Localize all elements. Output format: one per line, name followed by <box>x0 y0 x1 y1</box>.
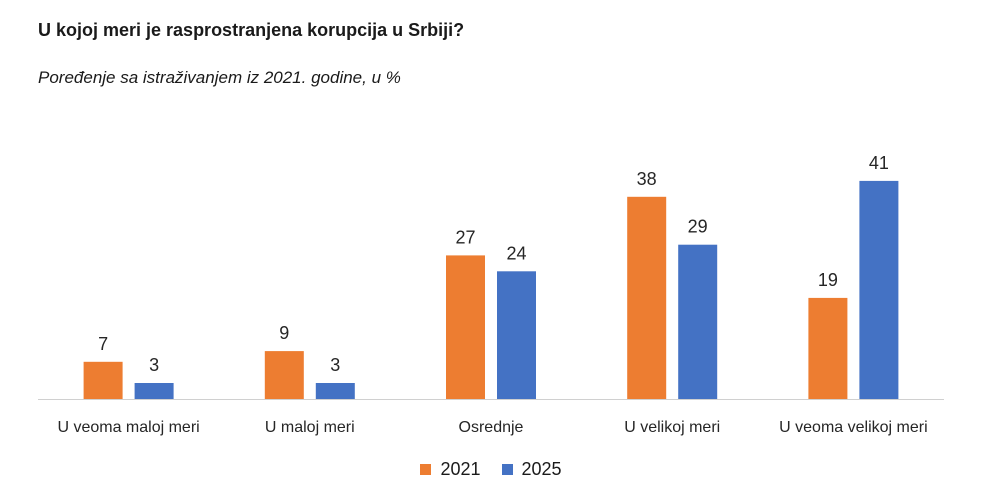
bar-2025-u-velikoj-meri <box>678 244 718 399</box>
legend: 2021 2025 <box>0 459 982 480</box>
bar-2021-osrednje <box>446 255 485 399</box>
value-label-2021-osrednje: 27 <box>455 227 475 247</box>
bar-2025-osrednje <box>497 271 536 399</box>
bar-2021-u-veoma-maloj-meri <box>83 361 123 399</box>
category-label-u-velikoj-meri: U velikoj meri <box>624 419 720 436</box>
value-labels-group: 7 3 9 3 27 24 38 29 19 41 <box>98 153 889 375</box>
legend-item-2021: 2021 <box>420 459 480 480</box>
legend-label-2025: 2025 <box>521 459 562 479</box>
value-label-2025-u-maloj-meri: 3 <box>330 355 340 375</box>
value-label-2025-u-veoma-maloj-meri: 3 <box>149 355 159 375</box>
bars-group <box>83 180 899 399</box>
legend-swatch-2021 <box>420 464 432 475</box>
bar-2025-u-veoma-maloj-meri <box>134 383 174 399</box>
value-label-2021-u-maloj-meri: 9 <box>279 323 289 343</box>
chart-subtitle: Poređenje sa istraživanjem iz 2021. godi… <box>38 68 401 87</box>
value-label-2025-osrednje: 24 <box>506 243 526 263</box>
bar-2021-u-veoma-velikoj-meri <box>808 297 848 399</box>
bar-2025-u-maloj-meri <box>315 383 355 399</box>
category-label-osrednje: Osrednje <box>459 419 524 436</box>
legend-swatch-2025 <box>501 464 513 475</box>
bar-2025-u-veoma-velikoj-meri <box>859 180 899 399</box>
chart-title: U kojoj meri je rasprostranjena korupcij… <box>38 20 465 40</box>
value-label-2021-u-veoma-velikoj-meri: 19 <box>818 270 838 290</box>
value-label-2021-u-veoma-maloj-meri: 7 <box>98 334 108 354</box>
category-label-u-veoma-velikoj-meri: U veoma velikoj meri <box>779 419 927 436</box>
bar-chart: 7 3 9 3 27 24 38 29 19 41 U veoma maloj meri U mal… <box>38 153 944 436</box>
value-label-2025-u-velikoj-meri: 29 <box>688 217 708 237</box>
bar-2021-u-velikoj-meri <box>627 196 667 399</box>
legend-item-2025: 2025 <box>501 459 562 480</box>
legend-label-2021: 2021 <box>440 459 481 479</box>
bar-2021-u-maloj-meri <box>264 351 304 399</box>
value-label-2025-u-veoma-velikoj-meri: 41 <box>869 153 889 173</box>
value-label-2021-u-velikoj-meri: 38 <box>637 169 657 189</box>
category-label-u-veoma-maloj-meri: U veoma maloj meri <box>57 419 199 436</box>
category-labels-group: U veoma maloj meri U maloj meri Osrednje U … <box>57 419 927 436</box>
category-label-u-maloj-meri: U maloj meri <box>265 419 355 436</box>
